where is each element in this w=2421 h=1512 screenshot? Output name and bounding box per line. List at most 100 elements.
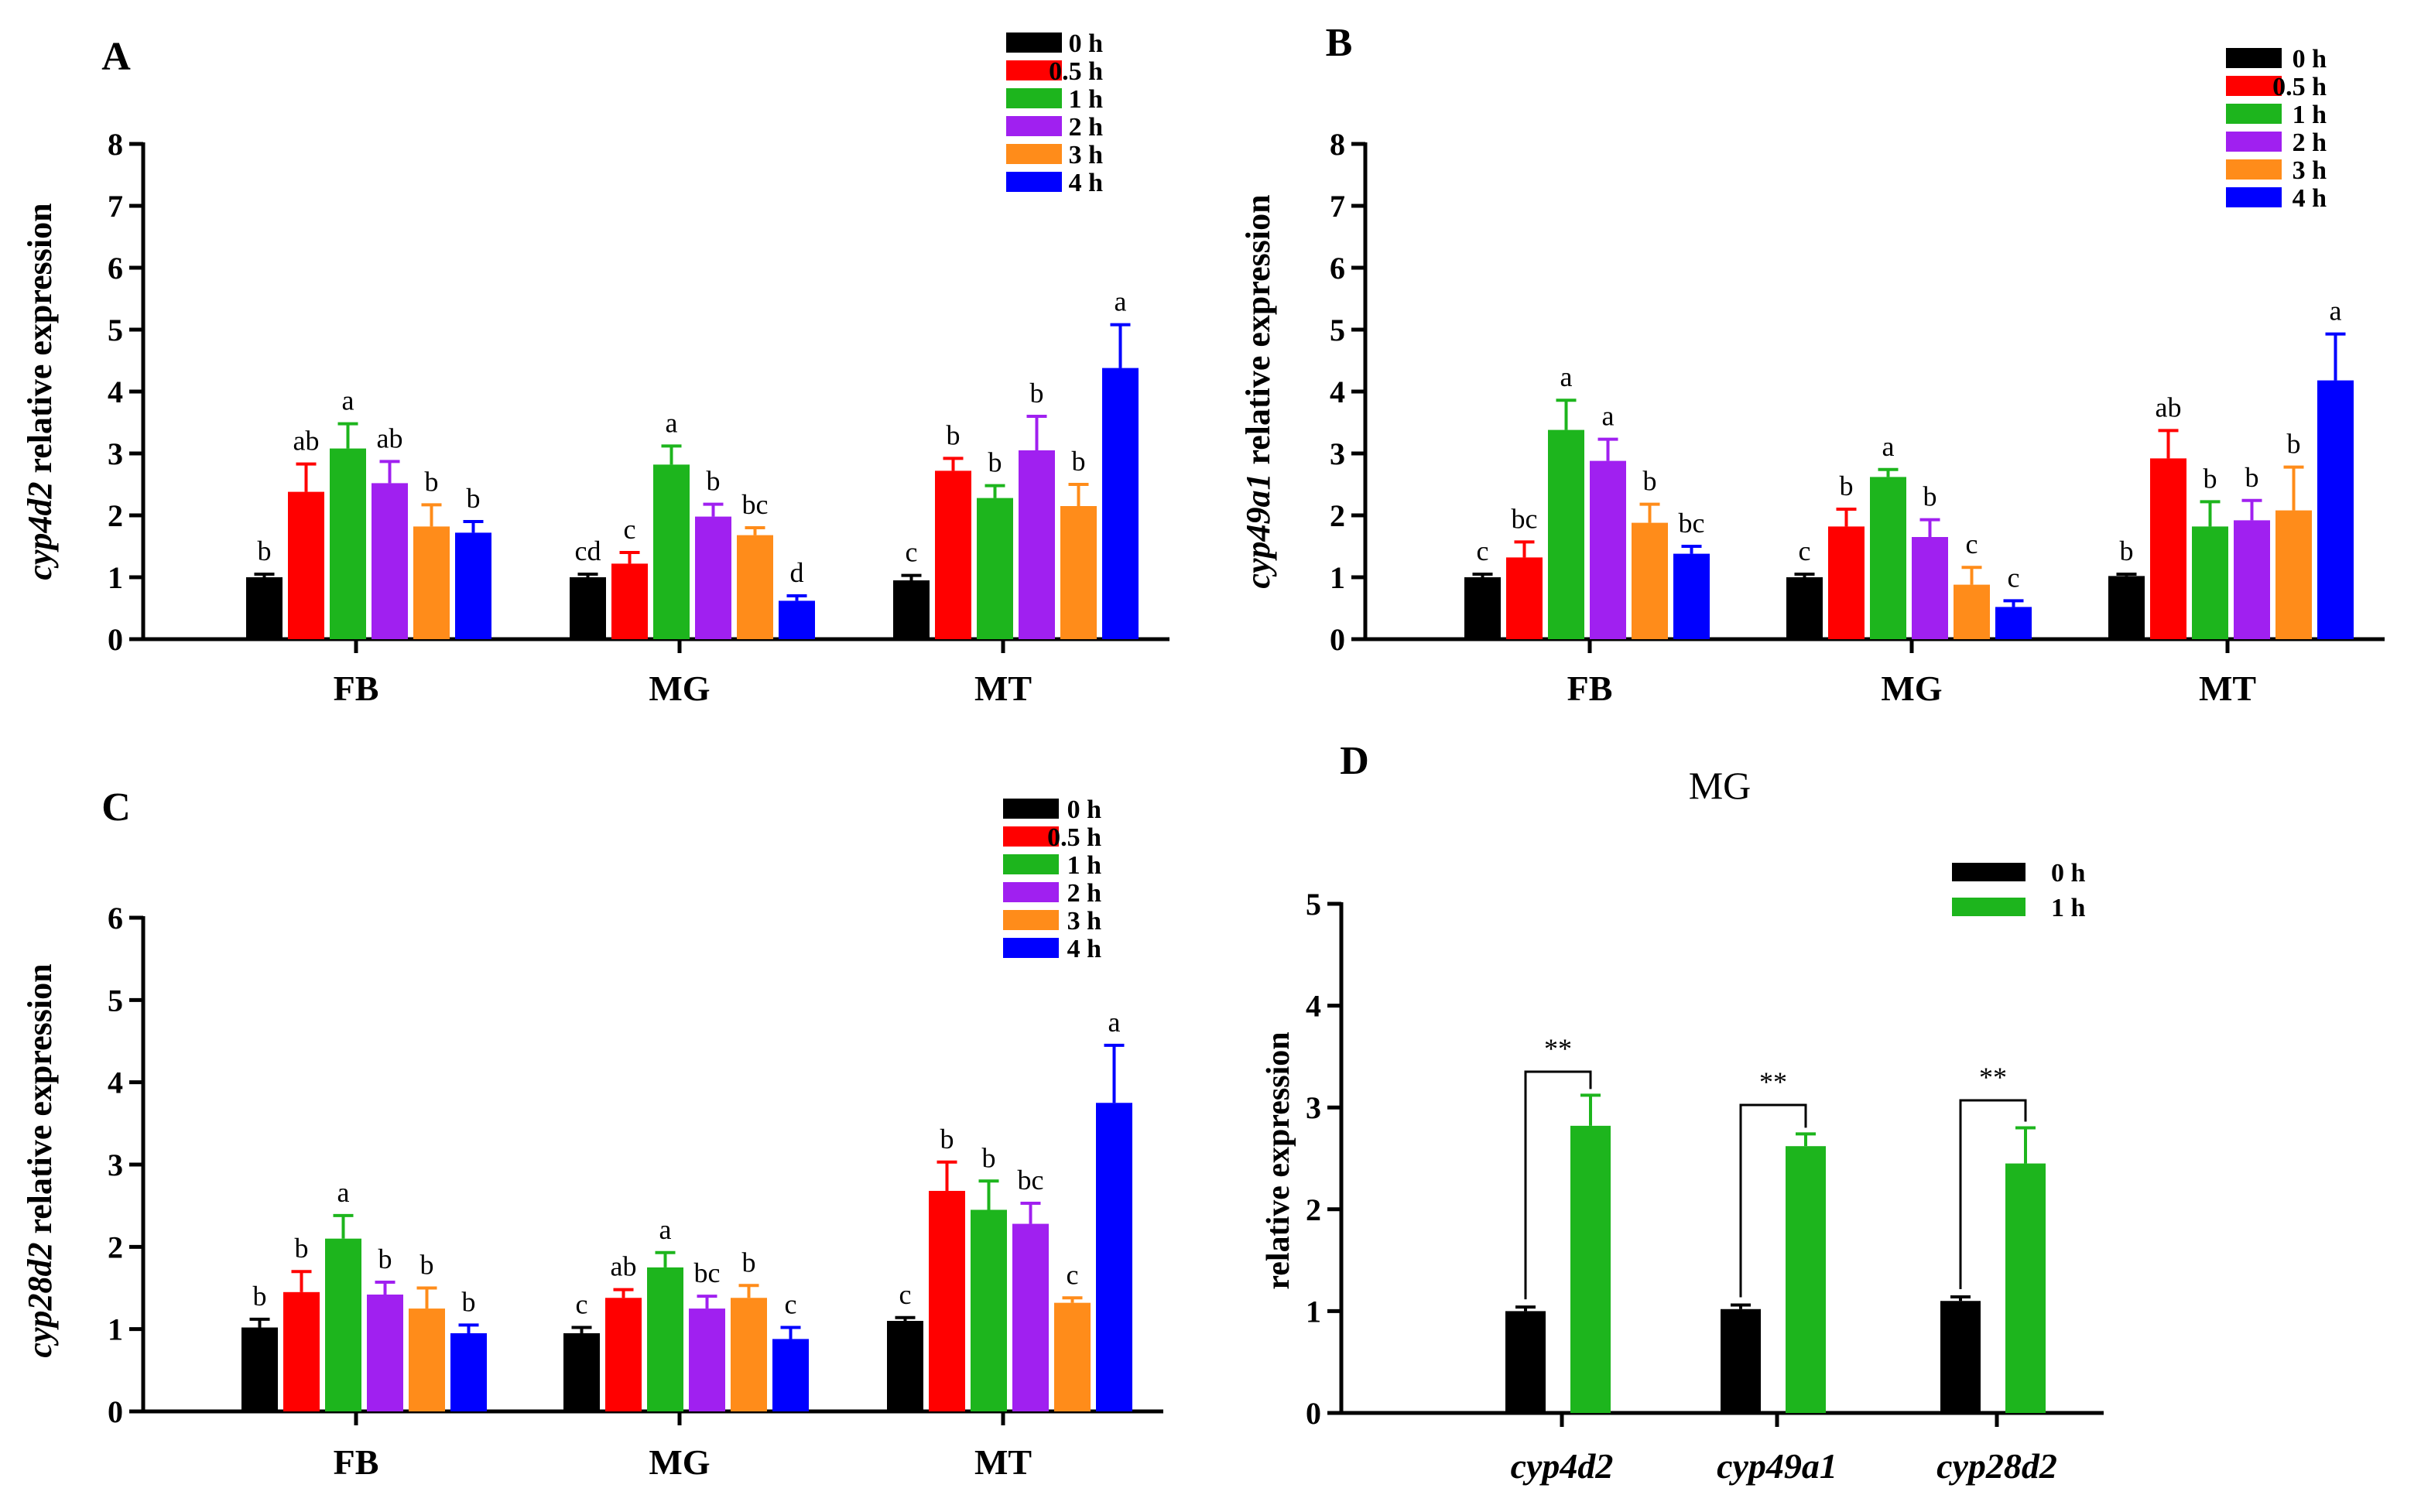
bar xyxy=(1995,607,2032,639)
y-axis-label-gene: cyp4d2 xyxy=(21,482,59,580)
significance-letter: b xyxy=(707,466,721,497)
x-category-label: MG xyxy=(1881,669,1942,708)
y-tick-label: 8 xyxy=(108,127,123,162)
significance-letter: b xyxy=(258,535,272,566)
legend-swatch xyxy=(1003,799,1059,819)
significance-letter: b xyxy=(467,483,481,514)
y-tick-label: 0 xyxy=(108,1394,123,1429)
legend-swatch xyxy=(2226,48,2282,68)
significance-letter: b xyxy=(425,466,439,497)
legend-label: 1 h xyxy=(2293,101,2327,129)
bar xyxy=(246,577,283,639)
bar xyxy=(887,1321,923,1411)
significance-letter: a xyxy=(342,385,354,416)
significance-letter: a xyxy=(666,407,678,438)
bar xyxy=(1828,526,1865,639)
legend-swatch xyxy=(1006,144,1062,164)
significance-letter: bc xyxy=(1679,508,1705,539)
y-tick-label: 3 xyxy=(1330,436,1345,471)
y-tick-label: 8 xyxy=(1330,127,1345,162)
significance-letter: bc xyxy=(742,489,769,520)
significance-letter: b xyxy=(742,1247,756,1278)
bar xyxy=(241,1327,278,1411)
x-category-label: MT xyxy=(974,1442,1032,1482)
bar xyxy=(935,470,971,639)
y-tick-label: 6 xyxy=(1330,251,1345,286)
significance-letter: c xyxy=(1966,529,1978,559)
bar xyxy=(1673,553,1710,639)
bar xyxy=(929,1191,965,1411)
bar xyxy=(1912,537,1948,639)
bar xyxy=(2275,510,2312,639)
legend-label: 0.5 h xyxy=(1047,823,1101,852)
y-tick-label: 3 xyxy=(108,436,123,471)
y-tick-label: 3 xyxy=(1306,1090,1321,1125)
y-tick-label: 4 xyxy=(108,1066,123,1100)
bar xyxy=(1632,522,1668,639)
significance-letter: b xyxy=(1840,470,1854,501)
significance-letter: b xyxy=(1643,466,1657,497)
significance-letter: c xyxy=(785,1289,797,1320)
bar xyxy=(1786,577,1823,639)
bar xyxy=(647,1267,683,1411)
legend-label: 3 h xyxy=(2293,156,2327,185)
y-tick-label: 0 xyxy=(1330,622,1345,657)
significance-letter: a xyxy=(1108,1007,1121,1038)
bar xyxy=(611,563,648,639)
panel-d-chart: D MG 0 1 2 3 4 5 relative expression cyp4d2 cyp49a… xyxy=(1261,739,2104,1486)
y-tick-label: 4 xyxy=(1306,989,1321,1024)
y-tick-label: 0 xyxy=(1306,1396,1321,1431)
significance-letter: b xyxy=(2245,462,2259,493)
bar xyxy=(1570,1125,1611,1413)
significance-letter: b xyxy=(378,1243,392,1274)
y-tick-label: 2 xyxy=(108,1230,123,1264)
bar xyxy=(2108,576,2145,639)
bar xyxy=(1464,577,1501,639)
legend-swatch xyxy=(2226,76,2282,96)
significance-letter: b xyxy=(2120,535,2134,566)
y-tick-label: 6 xyxy=(108,901,123,936)
legend-label: 3 h xyxy=(1069,141,1104,169)
bar xyxy=(1721,1308,1761,1413)
panel-letter: A xyxy=(101,35,131,79)
significance-letter: b xyxy=(940,1124,954,1155)
bar xyxy=(1102,368,1139,639)
y-tick-label: 1 xyxy=(108,560,123,595)
y-axis-label-gene: cyp49a1 xyxy=(1239,474,1277,589)
legend-swatch xyxy=(1952,898,2025,916)
y-tick-label: 2 xyxy=(1306,1192,1321,1227)
bar xyxy=(372,483,408,639)
x-category-label: MT xyxy=(974,669,1032,708)
y-tick-label: 7 xyxy=(108,189,123,224)
significance-letter: bc xyxy=(694,1257,721,1288)
bar xyxy=(893,580,930,639)
legend-label: 4 h xyxy=(1069,169,1104,197)
significance-letter: a xyxy=(659,1214,672,1245)
bar xyxy=(653,464,690,639)
bar xyxy=(330,448,366,639)
significance-letter: b xyxy=(295,1233,309,1264)
bar xyxy=(283,1291,320,1411)
legend-label: 2 h xyxy=(1069,113,1104,142)
x-category-label: cyp49a1 xyxy=(1717,1446,1837,1486)
bar xyxy=(737,535,773,639)
bar xyxy=(409,1308,445,1411)
y-tick-label: 6 xyxy=(108,251,123,286)
significance-letter: c xyxy=(899,1279,912,1310)
chart-title: MG xyxy=(1689,764,1752,807)
bar xyxy=(1590,460,1626,639)
legend-swatch xyxy=(1006,60,1062,80)
significance-letter: a xyxy=(337,1177,350,1208)
bar xyxy=(325,1238,361,1411)
significance-stars: ** xyxy=(1759,1066,1787,1097)
legend-label: 1 h xyxy=(2051,894,2086,922)
legend-label: 0.5 h xyxy=(2272,73,2327,101)
significance-letter: a xyxy=(1115,286,1127,317)
significance-letter: b xyxy=(2204,463,2217,494)
legend-swatch xyxy=(1006,32,1062,53)
bar xyxy=(1012,1223,1049,1411)
significance-letter: b xyxy=(253,1281,267,1312)
y-axis-label-text: relative expression xyxy=(1239,194,1277,473)
significance-letter: b xyxy=(947,419,961,450)
